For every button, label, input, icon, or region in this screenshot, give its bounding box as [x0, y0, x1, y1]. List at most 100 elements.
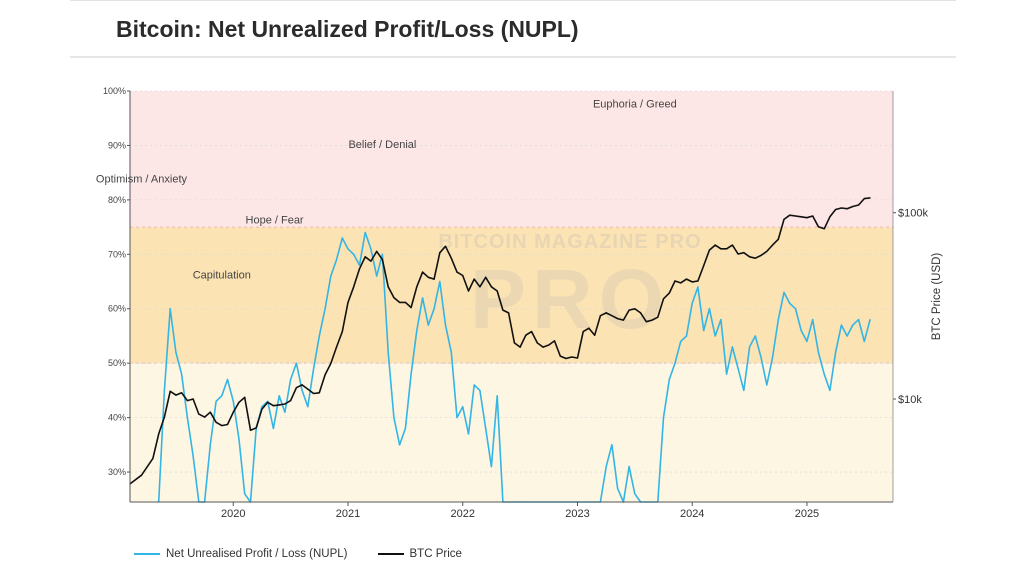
nupl-point — [358, 264, 361, 266]
nupl-point — [261, 406, 263, 408]
btc-price-point — [743, 252, 745, 254]
nupl-point — [858, 319, 860, 321]
btc-price-point — [204, 416, 206, 418]
btc-price-point — [513, 342, 516, 344]
btc-price-point — [341, 331, 343, 333]
nupl-point — [760, 357, 762, 359]
nupl-point — [221, 395, 223, 397]
legend-swatch-nupl — [134, 553, 160, 555]
btc-price-point — [771, 244, 774, 246]
btc-price-point — [588, 327, 590, 329]
btc-price-point — [559, 355, 561, 357]
nupl-point — [737, 368, 739, 370]
nupl-point — [290, 378, 292, 381]
y-tick-label: 90% — [108, 140, 126, 150]
btc-price-point — [640, 312, 642, 314]
btc-price-point — [737, 253, 739, 255]
btc-price-point — [622, 319, 625, 321]
zone-band-optimism-anxiety — [130, 91, 893, 228]
nupl-point — [313, 368, 315, 370]
btc-price-point — [720, 248, 722, 250]
page-title: Bitcoin: Net Unrealized Profit/Loss (NUP… — [116, 16, 579, 42]
btc-price-point — [645, 321, 647, 323]
nupl-point — [703, 329, 705, 332]
btc-price-point — [691, 281, 693, 283]
y2-axis-title: BTC Price (USD) — [931, 253, 943, 341]
btc-price-point — [381, 259, 383, 261]
nupl-point — [186, 417, 188, 419]
zone-label-capitulation: Capitulation — [193, 269, 251, 281]
btc-price-point — [571, 356, 573, 358]
y-tick-label: 60% — [108, 304, 126, 314]
btc-price-point — [783, 218, 785, 220]
btc-price-point — [473, 278, 475, 280]
nupl-point — [456, 417, 458, 419]
zone-band-hope-fear — [130, 227, 893, 364]
btc-price-point — [376, 250, 378, 252]
nupl-point — [490, 466, 492, 468]
btc-price-point — [542, 346, 544, 348]
legend-item-btc-price[interactable]: BTC Price — [377, 548, 462, 560]
nupl-point — [387, 351, 389, 353]
btc-price-point — [840, 207, 843, 209]
legend-label-btc-price: BTC Price — [409, 548, 462, 560]
btc-price-point — [714, 244, 716, 246]
btc-price-point — [404, 301, 406, 303]
legend-label-nupl: Net Unrealised Profit / Loss (NUPL) — [166, 548, 348, 560]
nupl-point — [783, 291, 785, 293]
nupl-point — [611, 444, 613, 446]
legend-swatch-btc-price — [377, 553, 404, 555]
btc-price-point — [169, 390, 171, 392]
btc-price-point — [605, 312, 607, 314]
x-tick-label: 2022 — [450, 508, 474, 520]
nupl-point — [473, 384, 475, 386]
btc-price-point — [869, 197, 871, 199]
legend-item-nupl[interactable]: Net Unrealised Profit / Loss (NUPL) — [134, 548, 348, 560]
nupl-point — [714, 335, 716, 337]
nupl-point — [800, 329, 802, 332]
btc-price-point — [422, 271, 424, 273]
nupl-point — [209, 444, 211, 446]
nupl-point — [381, 253, 383, 255]
nupl-point — [846, 335, 848, 337]
nupl-point — [393, 417, 395, 419]
nupl-point — [410, 373, 412, 375]
btc-price-point — [685, 278, 688, 280]
btc-price-point — [295, 387, 297, 389]
btc-price-point — [427, 276, 429, 278]
nupl-point — [422, 297, 424, 299]
nupl-point — [823, 373, 825, 375]
btc-price-point — [525, 334, 527, 336]
btc-price-point — [519, 346, 521, 348]
btc-price-point — [244, 396, 246, 398]
nupl-point — [852, 324, 854, 326]
x-tick-label: 2024 — [680, 508, 704, 520]
btc-price-point — [347, 301, 349, 303]
btc-price-point — [152, 457, 154, 459]
nupl-point — [272, 427, 274, 430]
nupl-point — [284, 411, 286, 413]
nupl-point — [427, 324, 429, 326]
nupl-point — [307, 406, 309, 408]
nupl-point — [840, 324, 843, 326]
nupl-point — [353, 253, 355, 255]
y-tick-label: 70% — [108, 249, 126, 259]
btc-price-point — [249, 429, 252, 431]
btc-price-point — [617, 318, 619, 320]
btc-price-point — [318, 392, 320, 394]
btc-price-point — [634, 308, 636, 310]
nupl-point — [680, 340, 682, 342]
nupl-point — [668, 378, 670, 381]
btc-price-point — [576, 357, 579, 359]
zone-label-hope-fear: Hope / Fear — [246, 214, 304, 226]
zone-label-belief-denial: Belief / Denial — [348, 139, 416, 151]
nupl-point — [347, 248, 349, 250]
nupl-point — [232, 400, 234, 402]
btc-price-point — [198, 413, 200, 415]
nupl-point — [794, 308, 797, 310]
nupl-point — [301, 389, 303, 391]
zone-band-capitulation — [130, 363, 893, 502]
btc-price-point — [181, 392, 183, 394]
nupl-point — [496, 395, 498, 397]
nupl-point — [806, 340, 808, 342]
